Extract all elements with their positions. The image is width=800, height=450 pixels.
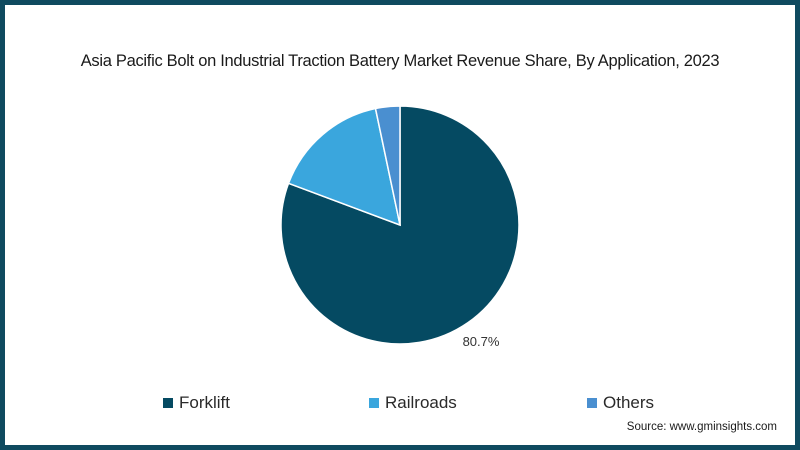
pie-chart: 80.7% (280, 105, 520, 349)
legend-label-others: Others (603, 393, 655, 412)
chart-legend: Forklift Railroads Others (5, 393, 800, 417)
legend-swatch-railroads (369, 398, 379, 408)
legend-swatch-forklift (163, 398, 173, 408)
legend-item-others[interactable]: Others (587, 393, 654, 413)
pie-slice-railroads[interactable] (287, 107, 402, 227)
legend-swatch-others (587, 398, 597, 408)
source-note: Source: www.gminsights.com (626, 421, 777, 433)
legend-label-forklift: Forklift (179, 393, 230, 412)
legend-item-railroads[interactable]: Railroads (369, 393, 457, 413)
pie-slices (280, 105, 520, 345)
pie-slice-others[interactable] (374, 105, 401, 226)
legend-item-forklift[interactable]: Forklift (163, 393, 230, 413)
legend-label-railroads: Railroads (385, 393, 457, 412)
forklift-percent-label: 80.7% (463, 334, 500, 349)
chart-title: Asia Pacific Bolt on Industrial Traction… (80, 52, 720, 70)
